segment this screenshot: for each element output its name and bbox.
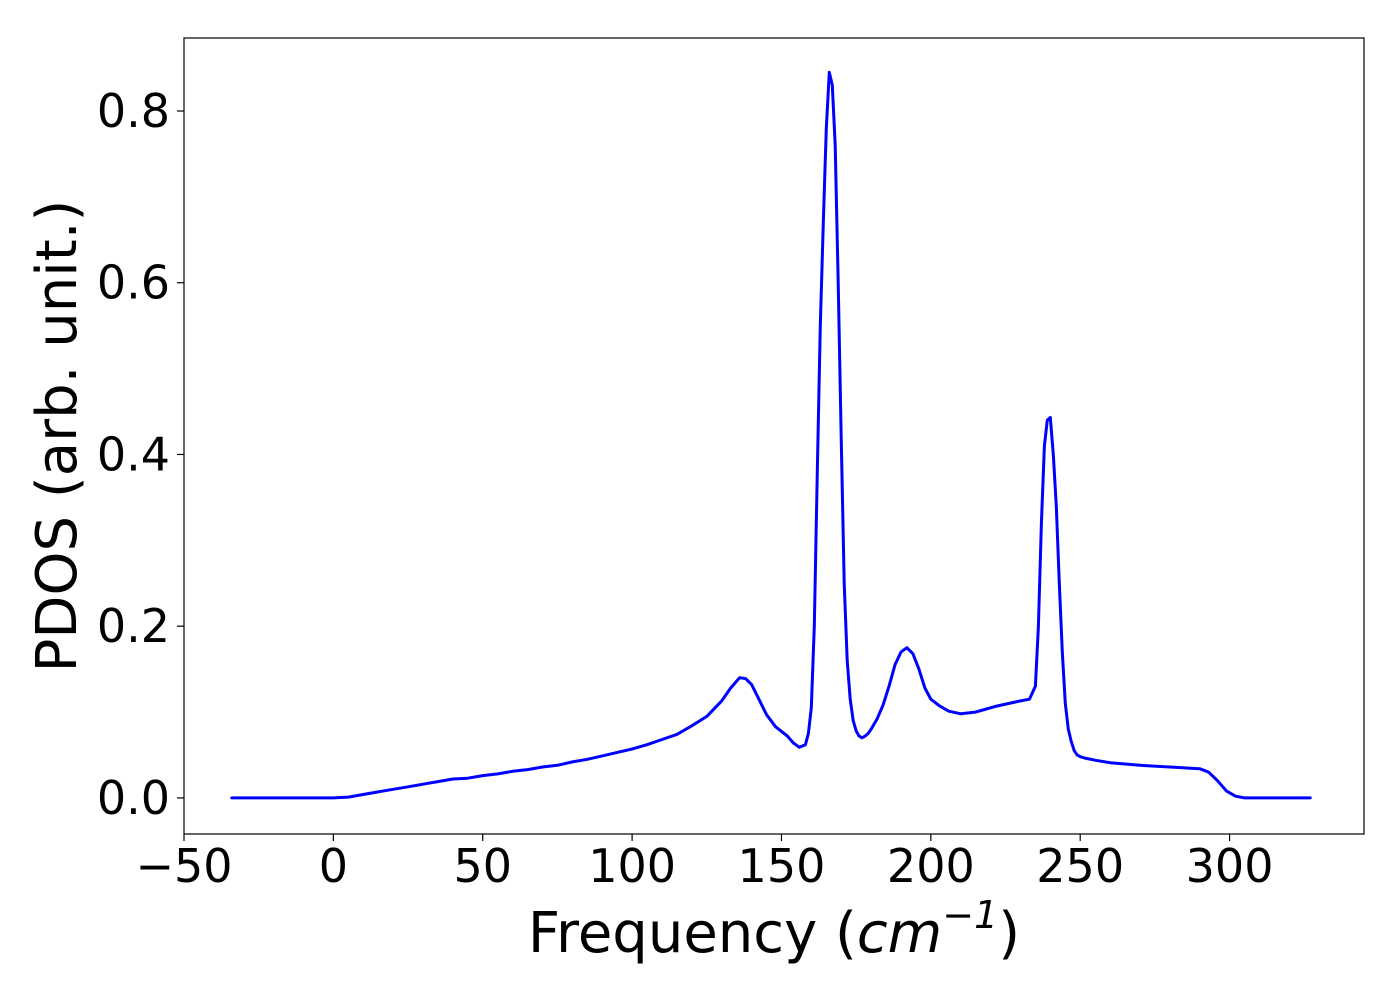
x-tick-label: 0 <box>319 839 348 893</box>
x-tick-label: 50 <box>453 839 512 893</box>
y-tick-label: 0.6 <box>97 256 170 310</box>
x-tick-label: 200 <box>887 839 975 893</box>
pdos-series-line <box>230 70 1312 800</box>
x-axis-ticks: −50 0 50 100 150 200 250 300 <box>135 834 1273 893</box>
x-tick-label: 300 <box>1186 839 1274 893</box>
y-tick-label: 0.0 <box>97 771 170 825</box>
x-axis-label-prefix: Frequency ( <box>528 901 857 966</box>
x-axis-label: Frequency (cm−1) <box>528 893 1020 966</box>
x-tick-label: 150 <box>738 839 826 893</box>
axes-frame <box>183 37 1365 835</box>
x-tick-label: 100 <box>588 839 676 893</box>
x-tick-label: 250 <box>1036 839 1124 893</box>
x-axis-label-suffix: ) <box>998 901 1020 966</box>
plot-area: −50 0 50 100 150 200 250 300 0.0 0.2 0.4 0.6 0.8 <box>97 37 1365 893</box>
x-axis-label-exponent: −1 <box>942 893 998 937</box>
series-layer <box>230 70 1312 800</box>
x-axis-label-unit: cm <box>857 901 942 966</box>
y-tick-label: 0.4 <box>97 427 170 481</box>
y-tick-label: 0.2 <box>97 599 170 653</box>
y-axis-label: PDOS (arb. unit.) <box>25 200 90 673</box>
y-axis-ticks: 0.0 0.2 0.4 0.6 0.8 <box>97 84 184 825</box>
y-tick-label: 0.8 <box>97 84 170 138</box>
x-tick-label: −50 <box>135 839 232 893</box>
